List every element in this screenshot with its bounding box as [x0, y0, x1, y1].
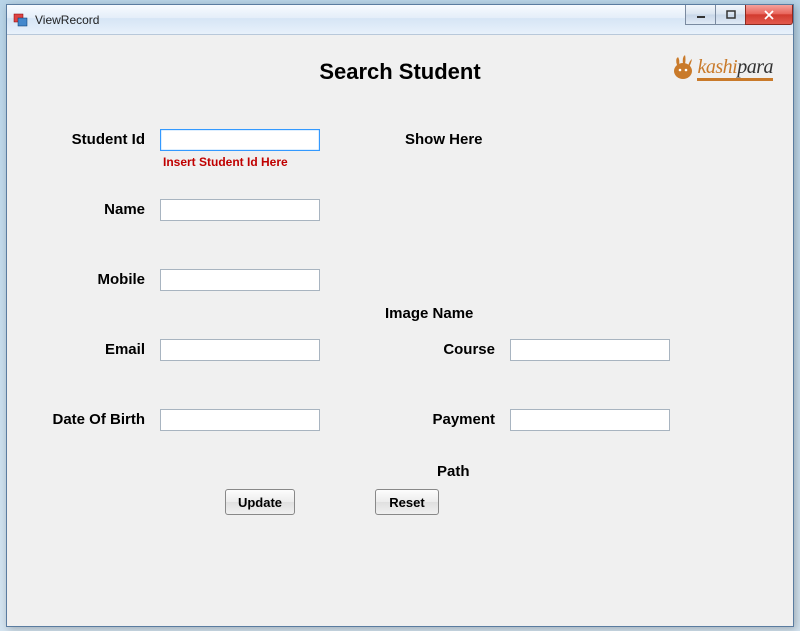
- email-label: Email: [15, 341, 145, 358]
- client-area: Search Student kashipara Student Id Inse…: [7, 35, 793, 626]
- name-label: Name: [15, 201, 145, 218]
- window-title: ViewRecord: [35, 13, 99, 27]
- name-input[interactable]: [160, 199, 320, 221]
- page-title: Search Student: [15, 59, 785, 85]
- course-label: Course: [385, 341, 495, 358]
- logo: kashipara: [671, 53, 773, 81]
- close-button[interactable]: [745, 5, 793, 25]
- dob-input[interactable]: [160, 409, 320, 431]
- reset-button[interactable]: Reset: [375, 489, 439, 515]
- window-controls: [685, 5, 793, 25]
- app-icon: [13, 12, 29, 28]
- minimize-button[interactable]: [685, 5, 715, 25]
- email-input[interactable]: [160, 339, 320, 361]
- student-id-input[interactable]: [160, 129, 320, 151]
- logo-text-2: para: [737, 56, 773, 78]
- titlebar[interactable]: ViewRecord: [7, 5, 793, 35]
- logo-icon: [671, 53, 695, 81]
- mobile-input[interactable]: [160, 269, 320, 291]
- path-label: Path: [437, 463, 470, 480]
- dob-label: Date Of Birth: [15, 411, 145, 428]
- logo-text-1: kashi: [697, 56, 737, 78]
- window-frame: ViewRecord Search Student: [6, 4, 794, 627]
- update-button[interactable]: Update: [225, 489, 295, 515]
- show-here-label: Show Here: [405, 131, 483, 148]
- maximize-button[interactable]: [715, 5, 745, 25]
- student-id-hint: Insert Student Id Here: [163, 155, 288, 169]
- payment-label: Payment: [385, 411, 495, 428]
- course-input[interactable]: [510, 339, 670, 361]
- payment-input[interactable]: [510, 409, 670, 431]
- mobile-label: Mobile: [15, 271, 145, 288]
- student-id-label: Student Id: [15, 131, 145, 148]
- image-name-label: Image Name: [385, 305, 473, 322]
